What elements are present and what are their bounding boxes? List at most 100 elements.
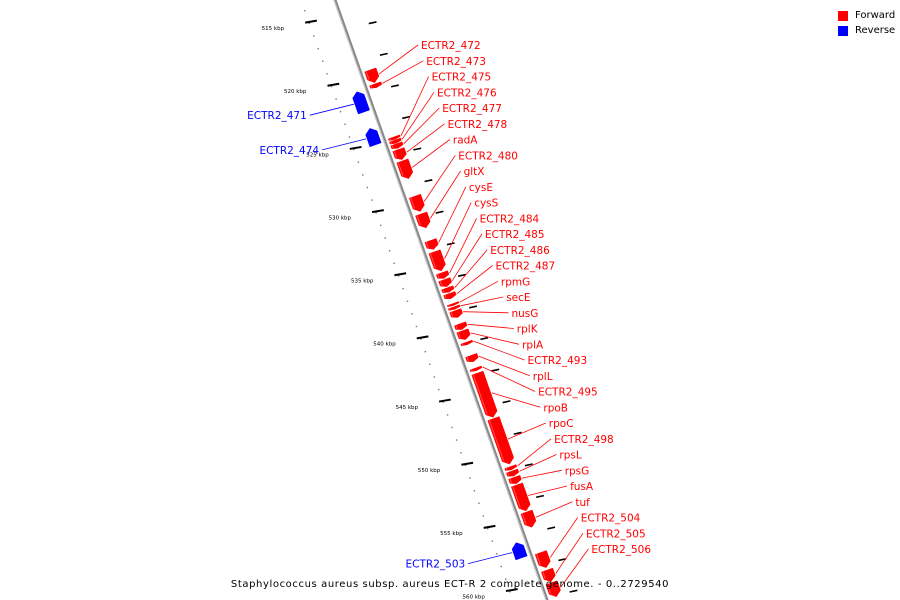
gene-label-ECTR2_478[interactable]: ECTR2_478 xyxy=(448,119,508,131)
track-dot xyxy=(460,452,462,454)
gene-leader-rplK xyxy=(467,323,514,329)
minor-tick xyxy=(524,463,533,467)
track-dot xyxy=(442,401,444,403)
track-dot xyxy=(464,464,467,467)
gene-ECTR2_487[interactable] xyxy=(443,291,457,300)
track-dot xyxy=(366,186,368,189)
gene-label-nusG[interactable]: nusG xyxy=(512,308,539,320)
minor-tick xyxy=(446,242,455,246)
legend-reverse-label: Reverse xyxy=(855,25,896,36)
track-dot xyxy=(388,250,391,252)
gene-ECTR2_475[interactable] xyxy=(387,134,401,141)
track-dot xyxy=(478,502,480,504)
gene-leader-ECTR2_472 xyxy=(378,44,419,75)
gene-label-ECTR2_493[interactable]: ECTR2_493 xyxy=(528,355,588,367)
gene-label-ECTR2_475[interactable]: ECTR2_475 xyxy=(432,72,492,84)
gene-ECTR2_477[interactable] xyxy=(390,141,404,149)
gene-label-rplA[interactable]: rplA xyxy=(522,339,544,351)
gene-features[interactable] xyxy=(352,67,561,598)
minor-tick xyxy=(547,526,556,530)
gene-rplL[interactable] xyxy=(465,353,479,362)
gene-label-ECTR2_504[interactable]: ECTR2_504 xyxy=(581,513,641,525)
gene-leader-ECTR2_486 xyxy=(454,249,488,288)
scale-tick xyxy=(327,82,340,87)
gene-label-ECTR2_476[interactable]: ECTR2_476 xyxy=(437,87,497,99)
gene-rpoB[interactable] xyxy=(471,370,498,418)
gene-ECTR2_476[interactable] xyxy=(389,137,402,145)
scale-tick-label: 560 kbp xyxy=(462,594,485,600)
gene-label-ECTR2_471[interactable]: ECTR2_471 xyxy=(247,110,307,122)
gene-ECTR2_472[interactable] xyxy=(364,67,380,83)
gene-label-tuf[interactable]: tuf xyxy=(575,497,590,509)
gene-ECTR2_486[interactable] xyxy=(441,285,455,293)
gene-tuf[interactable] xyxy=(520,509,537,528)
gene-label-gltX[interactable]: gltX xyxy=(464,166,485,178)
gene-rpsL[interactable] xyxy=(506,468,520,477)
gene-label-cysS[interactable]: cysS xyxy=(474,198,498,210)
gene-ECTR2_506[interactable] xyxy=(545,580,561,598)
gene-label-ECTR2_474[interactable]: ECTR2_474 xyxy=(259,145,319,157)
gene-label-cysE[interactable]: cysE xyxy=(469,182,493,194)
gene-ECTR2_480[interactable] xyxy=(408,193,425,212)
gene-label-rpsL[interactable]: rpsL xyxy=(559,450,581,462)
gene-label-ECTR2_480[interactable]: ECTR2_480 xyxy=(458,150,518,162)
track-dot xyxy=(451,426,453,429)
gene-ECTR2_493[interactable] xyxy=(460,339,473,347)
track-dot xyxy=(406,300,409,302)
gene-leader-cysS xyxy=(444,202,472,260)
gene-label-ECTR2_486[interactable]: ECTR2_486 xyxy=(490,245,550,257)
scale-ticks: 515 kbp 520 kbp 525 kbp 530 kbp 535 kbp 540 k… xyxy=(262,19,578,600)
legend-forward-label: Forward xyxy=(855,10,896,21)
gene-label-rplK[interactable]: rplK xyxy=(517,324,539,336)
gene-ECTR2_503[interactable] xyxy=(511,542,528,561)
gene-rpmG[interactable] xyxy=(446,301,460,308)
gene-label-ECTR2_487[interactable]: ECTR2_487 xyxy=(496,261,556,273)
gene-ECTR2_471[interactable] xyxy=(352,91,370,115)
gene-label-fusA[interactable]: fusA xyxy=(570,481,594,493)
gene-label-ECTR2_498[interactable]: ECTR2_498 xyxy=(554,434,614,446)
gene-label-ECTR2_484[interactable]: ECTR2_484 xyxy=(480,213,540,225)
gene-ECTR2_504[interactable] xyxy=(534,550,551,568)
gene-label-rpmG[interactable]: rpmG xyxy=(501,276,530,288)
gene-fusA[interactable] xyxy=(510,482,531,512)
gene-leader-ECTR2_506 xyxy=(560,548,589,588)
gene-cysS[interactable] xyxy=(428,249,446,272)
gene-label-rpoB[interactable]: rpoB xyxy=(543,402,568,414)
gene-label-ECTR2_473[interactable]: ECTR2_473 xyxy=(426,56,486,68)
gene-label-ECTR2_506[interactable]: ECTR2_506 xyxy=(591,544,651,556)
track-dot xyxy=(482,515,485,517)
gene-ECTR2_485[interactable] xyxy=(438,277,452,287)
gene-ECTR2_495[interactable] xyxy=(469,365,483,372)
track-dot xyxy=(322,60,324,62)
gene-ECTR2_498[interactable] xyxy=(504,464,518,471)
gene-leader-rplA xyxy=(470,332,520,345)
gene-label-ECTR2_495[interactable]: ECTR2_495 xyxy=(538,387,598,399)
gene-labels[interactable]: ECTR2_472 ECTR2_473 ECTR2_475 ECTR2_476 ECTR… xyxy=(247,40,651,588)
gene-sheen xyxy=(507,472,510,476)
gene-sheen xyxy=(393,150,397,158)
gene-gltX[interactable] xyxy=(415,211,431,229)
gene-rpsG[interactable] xyxy=(508,474,522,484)
gene-label-ECTR2_503[interactable]: ECTR2_503 xyxy=(406,559,466,571)
gene-radA[interactable] xyxy=(396,158,414,179)
gene-ECTR2_484[interactable] xyxy=(435,270,450,279)
gene-label-rpsG[interactable]: rpsG xyxy=(565,465,590,477)
gene-label-rplL[interactable]: rplL xyxy=(533,371,553,383)
gene-nusG[interactable] xyxy=(449,308,463,318)
scale-tick-label: 520 kbp xyxy=(284,89,307,95)
gene-label-secE[interactable]: secE xyxy=(506,292,530,304)
gene-secE[interactable] xyxy=(447,304,461,311)
gene-rpoC[interactable] xyxy=(487,416,514,465)
gene-rplK[interactable] xyxy=(454,321,468,330)
gene-label-ECTR2_472[interactable]: ECTR2_472 xyxy=(421,40,481,52)
gene-label-ECTR2_477[interactable]: ECTR2_477 xyxy=(442,103,502,115)
gene-leader-ECTR2_473 xyxy=(382,60,424,84)
gene-ECTR2_473[interactable] xyxy=(369,81,383,89)
gene-label-radA[interactable]: radA xyxy=(453,135,478,147)
gene-label-rpoC[interactable]: rpoC xyxy=(549,418,574,430)
gene-label-ECTR2_485[interactable]: ECTR2_485 xyxy=(485,229,545,241)
gene-label-ECTR2_505[interactable]: ECTR2_505 xyxy=(586,528,646,540)
gene-ECTR2_474[interactable] xyxy=(365,128,382,148)
gene-sheen xyxy=(505,467,508,471)
gene-leader-rpoC xyxy=(507,422,546,440)
